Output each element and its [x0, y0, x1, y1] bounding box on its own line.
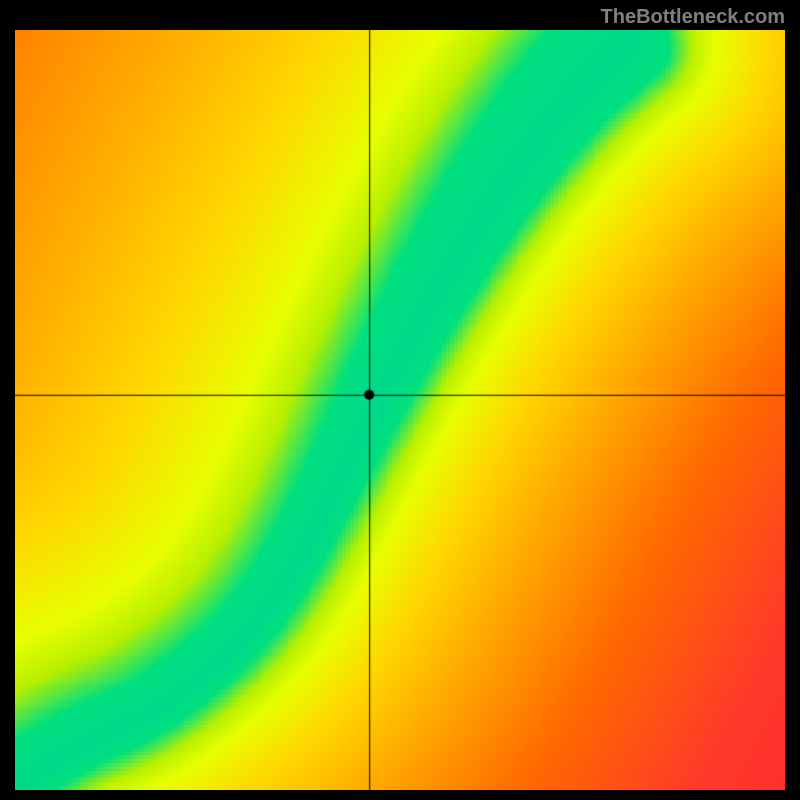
- watermark-text: TheBottleneck.com: [601, 6, 785, 29]
- bottleneck-heatmap: [15, 30, 785, 790]
